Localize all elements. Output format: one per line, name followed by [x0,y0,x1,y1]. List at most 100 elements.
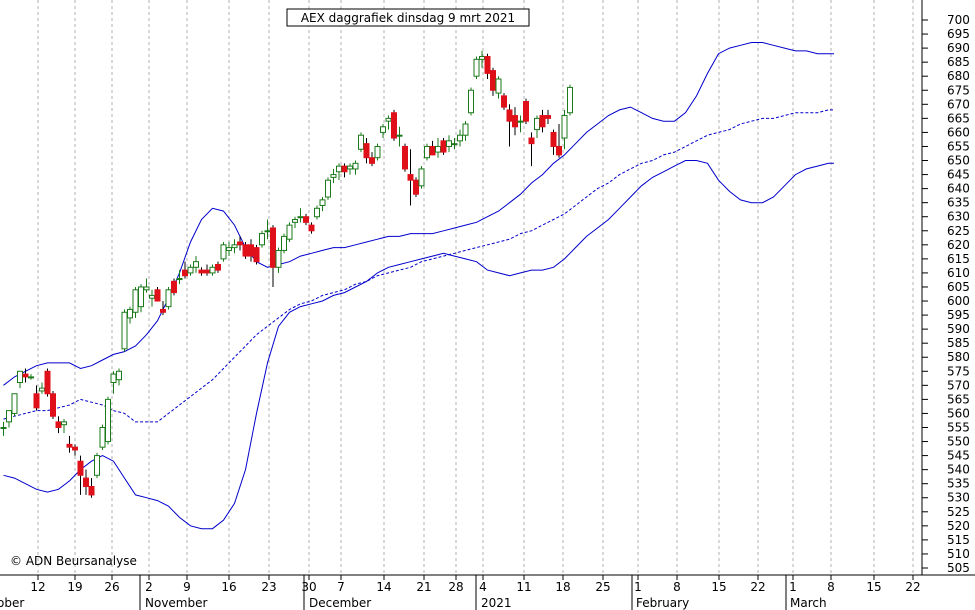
candle-down [88,478,95,498]
candle-body [171,280,177,294]
candle-body [61,421,67,426]
candle-down [50,390,56,420]
x-month-label: ober [0,596,24,610]
candle-body [440,140,447,153]
candle-up [105,396,111,445]
candle-body [336,165,342,173]
y-tick-label: 685 [947,55,970,69]
candle-body [314,207,320,218]
candle-body [517,120,524,123]
y-tick-label: 650 [947,154,970,168]
candle-body [539,115,546,128]
y-tick-label: 625 [947,224,970,238]
candle-body [385,117,392,122]
candle-down [545,109,551,124]
candle-body [264,230,271,233]
candle-body [352,162,359,170]
candle-body [429,145,436,156]
candle-down [171,278,177,296]
x-tick-label: 11 [516,580,531,594]
candle-body [165,289,172,308]
candle-up [495,76,502,99]
lower-band-line [3,160,834,530]
candle-body [39,387,45,392]
y-tick-label: 700 [947,13,970,27]
candle-body [116,370,122,381]
y-tick-label: 580 [947,350,970,364]
y-tick-label: 630 [947,210,970,224]
y-tick-label: 600 [947,294,970,308]
candle-up [165,286,172,310]
candle-body [556,145,562,156]
candle-up [0,421,7,436]
candle-body [248,244,254,257]
x-tick-label: 4 [479,580,487,594]
candle-body [17,370,23,384]
x-tick-label: 28 [448,580,463,594]
x-tick-label: 1 [789,580,797,594]
candle-down [391,109,397,141]
candle-body [413,179,419,195]
candle-up [374,143,381,161]
candle-up [116,368,122,386]
y-tick-label: 515 [947,533,970,547]
candle-body [473,58,480,77]
candle-up [61,419,67,434]
candle-up [380,123,386,139]
x-tick-label: 1 [634,580,642,594]
candle-body [292,219,298,223]
candle-up [28,374,34,380]
x-tick-label: 8 [673,580,681,594]
candle-down [413,177,419,198]
candle-body [561,115,568,139]
y-tick-label: 680 [947,69,970,83]
y-tick-label: 635 [947,196,970,210]
y-tick-label: 505 [947,561,970,575]
candle-up [231,239,238,254]
candle-up [319,197,326,212]
candle-body [231,244,238,249]
candle-down [308,222,315,234]
candle-up [259,230,265,248]
candle-body [270,227,276,268]
candle-body [490,70,496,91]
x-tick-label: 22 [905,580,920,594]
candle-down [215,261,221,273]
y-tick-label: 540 [947,463,970,477]
candle-body [418,168,425,187]
y-tick-label: 565 [947,392,970,406]
candle-down [72,444,78,456]
candle-down [83,469,89,495]
candle-up [286,222,293,243]
x-tick-label: 15 [711,580,726,594]
x-month-label: February [636,596,689,610]
y-tick-label: 675 [947,83,970,97]
candle-up [99,424,106,450]
y-tick-label: 615 [947,252,970,266]
candle-body [501,95,507,108]
candle-body [110,373,117,384]
x-tick-label: 12 [30,580,45,594]
candle-body [105,398,111,443]
x-month-label: November [145,596,207,610]
x-tick-label: 15 [866,580,881,594]
candle-body [193,261,199,268]
candle-body [143,286,150,291]
candle-body [83,477,89,488]
candle-down [66,435,73,453]
candle-body [391,112,397,139]
candle-body [187,266,194,274]
candle-up [325,177,331,200]
candle-down [440,138,447,155]
candle-down [523,98,529,124]
candle-body [182,269,188,277]
candle-down [77,455,84,495]
candle-up [330,168,337,183]
candle-layer [0,50,573,498]
candle-up [226,242,232,257]
y-tick-label: 620 [947,238,970,252]
y-tick-label: 530 [947,491,970,505]
candle-body [237,241,243,246]
